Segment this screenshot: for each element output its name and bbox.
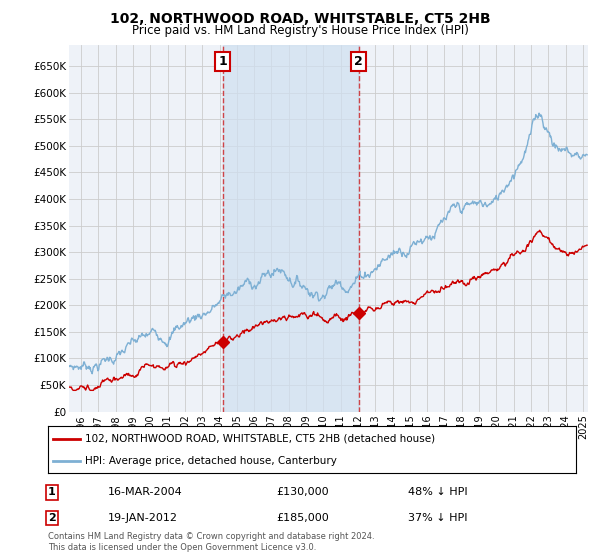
Text: Contains HM Land Registry data © Crown copyright and database right 2024.
This d: Contains HM Land Registry data © Crown c… bbox=[48, 532, 374, 552]
Text: 1: 1 bbox=[218, 55, 227, 68]
Text: 16-MAR-2004: 16-MAR-2004 bbox=[108, 487, 183, 497]
Bar bbox=[223, 45, 359, 412]
Text: £130,000: £130,000 bbox=[276, 487, 329, 497]
Text: 2: 2 bbox=[355, 55, 363, 68]
Text: 2: 2 bbox=[48, 513, 56, 523]
Text: 102, NORTHWOOD ROAD, WHITSTABLE, CT5 2HB (detached house): 102, NORTHWOOD ROAD, WHITSTABLE, CT5 2HB… bbox=[85, 434, 435, 444]
Text: 102, NORTHWOOD ROAD, WHITSTABLE, CT5 2HB: 102, NORTHWOOD ROAD, WHITSTABLE, CT5 2HB bbox=[110, 12, 490, 26]
Text: Price paid vs. HM Land Registry's House Price Index (HPI): Price paid vs. HM Land Registry's House … bbox=[131, 24, 469, 37]
Text: 19-JAN-2012: 19-JAN-2012 bbox=[108, 513, 178, 523]
Text: 37% ↓ HPI: 37% ↓ HPI bbox=[408, 513, 467, 523]
Text: 1: 1 bbox=[48, 487, 56, 497]
Text: HPI: Average price, detached house, Canterbury: HPI: Average price, detached house, Cant… bbox=[85, 456, 337, 466]
Text: 48% ↓ HPI: 48% ↓ HPI bbox=[408, 487, 467, 497]
Text: £185,000: £185,000 bbox=[276, 513, 329, 523]
